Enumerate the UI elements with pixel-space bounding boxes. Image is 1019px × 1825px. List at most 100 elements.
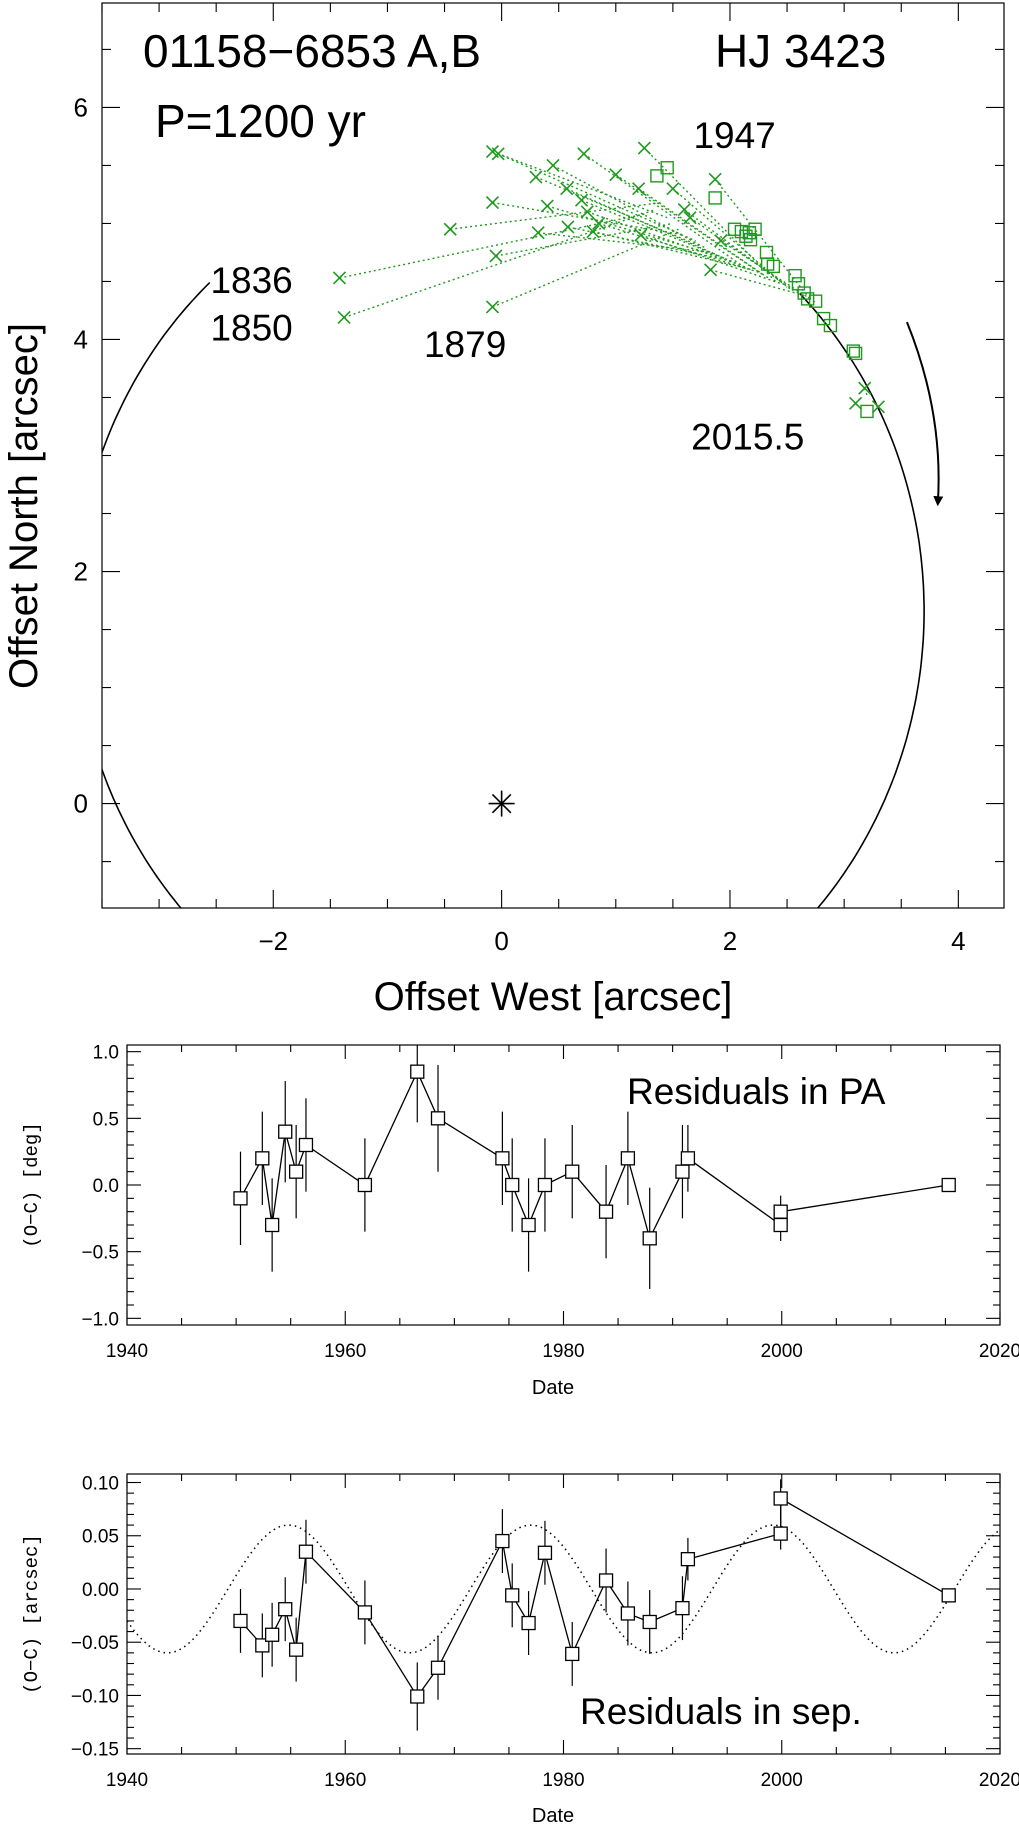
speckle-measurement-square: [766, 259, 781, 274]
pa-y-axis-label: (O−C) [deg]: [21, 1122, 43, 1247]
x-mark-stroke: [577, 147, 591, 161]
residual-link: [720, 240, 816, 303]
epoch-label: 2015.5: [691, 417, 804, 458]
x-mark-stroke: [609, 168, 623, 182]
y-tick-label: −0.5: [81, 1243, 119, 1264]
visual-measurement-x: [677, 202, 691, 217]
data-point-square: [565, 1164, 580, 1179]
orbit-title-left: 01158−6853 A,B: [143, 25, 481, 77]
y-tick-label: −0.10: [71, 1686, 119, 1707]
x-mark-stroke: [580, 205, 594, 219]
y-tick-label: 0.5: [93, 1109, 119, 1130]
x-tick-label: 1960: [324, 1770, 366, 1791]
x-mark-stroke: [714, 234, 728, 248]
star-ray: [491, 793, 512, 814]
residual-link: [492, 150, 668, 219]
pa-x-axis-label: Date: [532, 1377, 574, 1399]
speckle-measurement-square: [823, 318, 838, 333]
orbit-ticks: [101, 3, 1004, 908]
data-point-square: [430, 1660, 446, 1675]
data-point-square: [410, 1064, 425, 1079]
sep-ticks: [126, 1474, 1001, 1754]
data-point-square: [675, 1164, 690, 1179]
x-mark-stroke: [560, 182, 574, 196]
visual-measurement-x: [489, 249, 503, 263]
x-mark-stroke: [531, 226, 545, 240]
data-point-square: [505, 1177, 520, 1193]
x-tick-label: 2020: [979, 1770, 1019, 1791]
visual-measurement-x: [332, 271, 347, 285]
speckle-measurement-square: [788, 268, 802, 283]
visual-measurement-x: [577, 147, 591, 161]
sep-residuals-plot: 1940 1960 1980 2000 2020 −0.15 −0.10 −0.05 0.00 0…: [21, 1473, 1019, 1825]
pa-points: [233, 1064, 956, 1246]
visual-measurement-x: [708, 172, 722, 186]
sep-model-curve: [127, 1524, 1000, 1654]
y-tick-label: −0.15: [71, 1740, 119, 1761]
orbit-tick-labels: −2 0 2 4 0 2 4 6: [74, 92, 966, 956]
y-tick-label: 0.0: [93, 1176, 119, 1197]
pa-ticks: [126, 1045, 1001, 1325]
orbit-residual-lines: [339, 147, 882, 408]
visual-measurement-x: [666, 182, 680, 196]
visual-measurement-x: [871, 400, 885, 414]
visual-measurement-x: [443, 222, 457, 236]
visual-measurement-x: [560, 182, 574, 196]
x-mark-stroke: [677, 202, 691, 217]
x-mark-stroke: [634, 228, 648, 242]
data-point-square: [233, 1191, 248, 1206]
residual-link: [339, 213, 645, 279]
x-tick-label: 0: [494, 926, 508, 956]
visual-measurement-x: [580, 205, 594, 219]
motion-direction-arrow: [906, 321, 944, 507]
speckle-measurement-square: [650, 169, 664, 183]
visual-measurement-x: [849, 396, 863, 410]
visual-measurement-x: [337, 310, 351, 324]
data-point-square: [620, 1151, 636, 1166]
primary-star-marker: [488, 790, 515, 817]
data-point-square: [430, 1111, 446, 1126]
y-tick-label: 0.00: [82, 1580, 119, 1601]
pa-residuals-plot: 1940 1960 1980 2000 2020 −1.0 −0.5 0.0 0.5 1.0 Re…: [21, 1043, 1019, 1399]
residual-link: [587, 211, 748, 269]
data-point-square: [521, 1217, 536, 1233]
x-mark-stroke: [708, 172, 722, 186]
speckle-measurement-square: [848, 346, 863, 361]
data-point-square: [357, 1177, 373, 1193]
epoch-label: 1850: [210, 308, 292, 349]
orbit-title-right: HJ 3423: [715, 25, 886, 77]
visual-measurement-x: [703, 263, 718, 277]
x-mark-stroke: [632, 182, 646, 196]
orbit-visual-points: [332, 141, 885, 414]
data-point-square: [598, 1573, 614, 1588]
speckle-measurement-square: [816, 311, 831, 326]
x-mark-stroke: [637, 141, 651, 155]
x-mark-stroke: [529, 170, 543, 184]
speckle-measurement-square: [846, 344, 860, 358]
visual-measurement-x: [714, 234, 728, 248]
x-tick-label: 1980: [542, 1770, 584, 1791]
x-tick-label: 2000: [761, 1341, 803, 1362]
x-tick-label: 1940: [106, 1770, 148, 1791]
data-point-square: [278, 1602, 293, 1617]
y-tick-label: −1.0: [81, 1309, 119, 1330]
data-point-square: [941, 1588, 956, 1603]
data-point-square: [598, 1204, 614, 1219]
visual-measurement-x: [683, 211, 697, 225]
data-point-square: [495, 1533, 510, 1549]
visual-measurement-x: [609, 168, 623, 182]
visual-measurement-x: [546, 158, 560, 173]
data-point-square: [620, 1606, 636, 1621]
x-mark-stroke: [485, 144, 500, 159]
visual-measurement-x: [561, 220, 575, 234]
data-point-square: [680, 1552, 696, 1567]
data-point-square: [410, 1689, 425, 1704]
data-point-square: [298, 1137, 314, 1153]
speckle-measurement-square: [660, 161, 674, 175]
residual-link: [689, 217, 799, 294]
speckle-measurement-square: [708, 191, 722, 205]
x-mark-stroke: [491, 147, 505, 161]
sep-tick-labels: 1940 1960 1980 2000 2020 −0.15 −0.10 −0.05 0.00 0…: [71, 1474, 1019, 1791]
visual-measurement-x: [637, 141, 651, 155]
